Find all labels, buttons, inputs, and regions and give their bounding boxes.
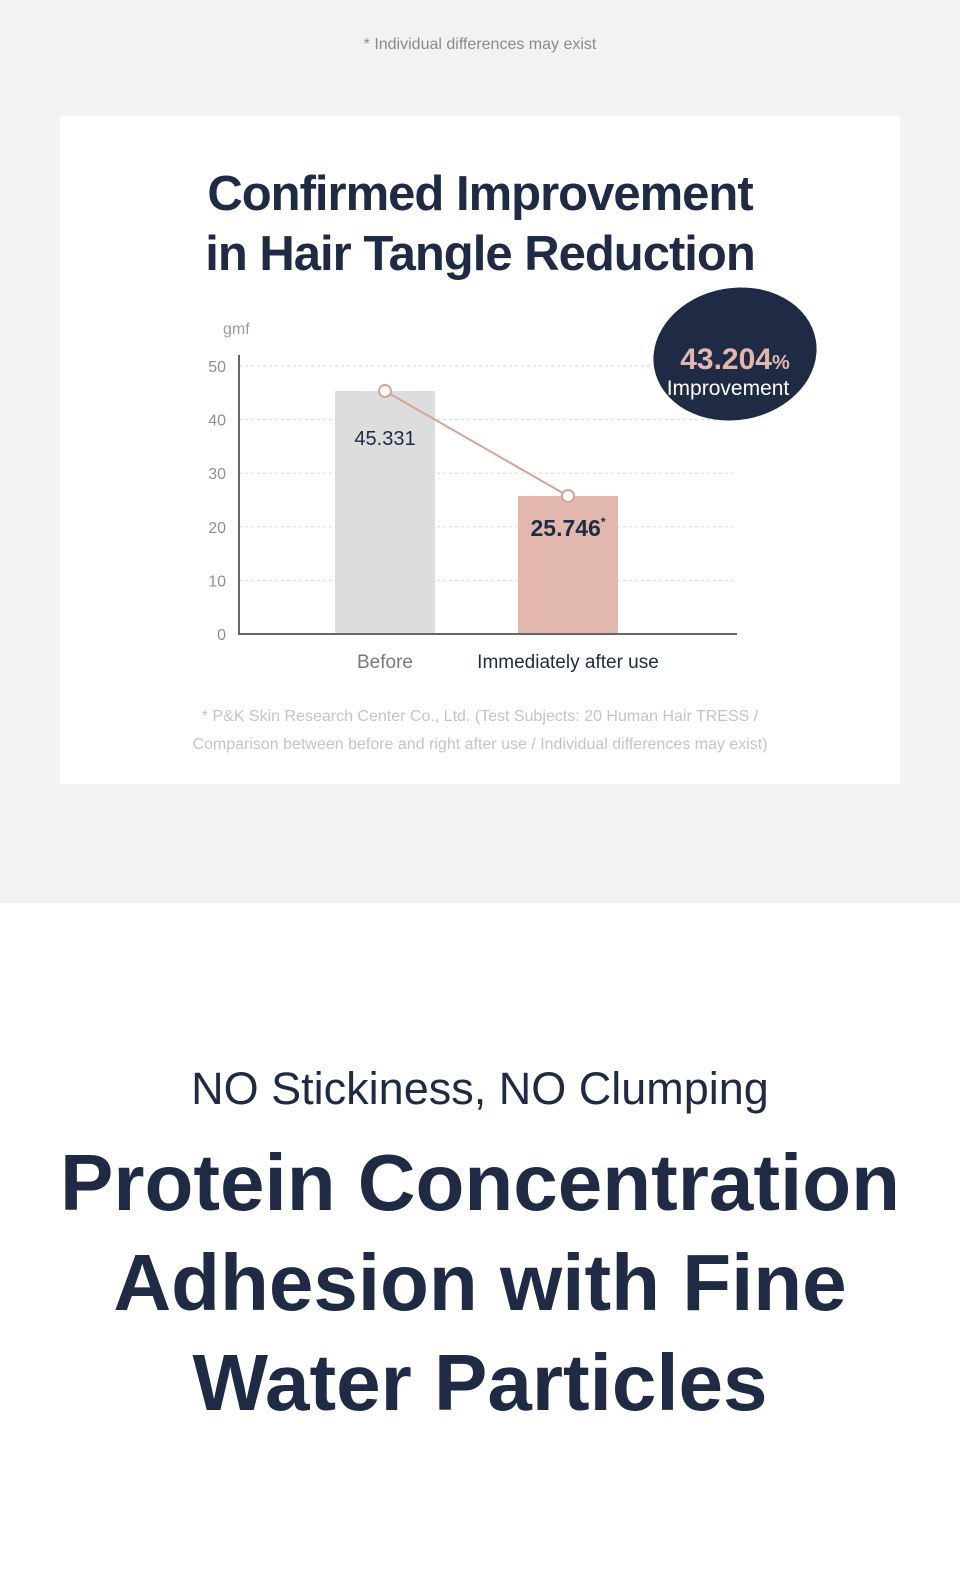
- badge-value-text: 43.204%: [680, 343, 790, 376]
- headline-line2: Adhesion with Fine: [113, 1238, 847, 1327]
- headline-line3: Water Particles: [192, 1338, 768, 1427]
- y-tick-label: 30: [208, 466, 226, 483]
- badge-unit: %: [772, 352, 790, 374]
- y-axis-label: gmf: [223, 321, 250, 338]
- footnote-line1: * P&K Skin Research Center Co., Ltd. (Te…: [201, 708, 759, 725]
- headline-line1: Protein Concentration: [59, 1138, 901, 1227]
- x-category-label: Immediately after use: [477, 652, 659, 673]
- chart-section: * Individual differences may exist Confi…: [0, 0, 960, 903]
- data-point: [378, 384, 392, 399]
- trend-line: [384, 390, 569, 497]
- feature-subhead: NO Stickiness, NO Clumping: [191, 1063, 769, 1114]
- badge-shape: [653, 287, 817, 421]
- feature-section: NO Stickiness, NO Clumping Protein Conce…: [0, 903, 960, 1578]
- feature-headline: Protein Concentration Adhesion with Fine…: [0, 1133, 960, 1433]
- bar-chart: 0 10 20 30 40 50 Before 45.331 Immediately after…: [208, 287, 817, 673]
- card-title-line2: in Hair Tangle Reduction: [205, 227, 756, 281]
- y-tick-label: 50: [208, 359, 226, 376]
- y-tick-label: 0: [217, 627, 226, 644]
- card-title-line1: Confirmed Improvement: [207, 167, 753, 221]
- chart-card: Confirmed Improvement in Hair Tangle Red…: [60, 116, 900, 784]
- x-category-label: Before: [357, 652, 413, 673]
- badge-value: 43.204: [680, 343, 772, 376]
- bar-1: [335, 391, 435, 634]
- data-label-marker: *: [601, 515, 606, 529]
- y-tick-label: 20: [208, 520, 226, 537]
- badge-label: Improvement: [667, 377, 790, 400]
- data-label: 25.746*: [530, 515, 605, 541]
- improvement-badge: 43.204% Improvement: [653, 287, 817, 421]
- data-label: 45.331: [354, 428, 415, 450]
- y-tick-label: 40: [208, 413, 226, 430]
- study-footnote: * P&K Skin Research Center Co., Ltd. (Te…: [60, 703, 900, 759]
- y-tick-label: 10: [208, 573, 226, 590]
- top-disclaimer: * Individual differences may exist: [363, 36, 597, 53]
- data-point: [561, 489, 575, 504]
- card-title: Confirmed Improvement in Hair Tangle Red…: [60, 164, 900, 284]
- footnote-line2: Comparison between before and right afte…: [192, 736, 768, 753]
- bar-2: [518, 496, 618, 634]
